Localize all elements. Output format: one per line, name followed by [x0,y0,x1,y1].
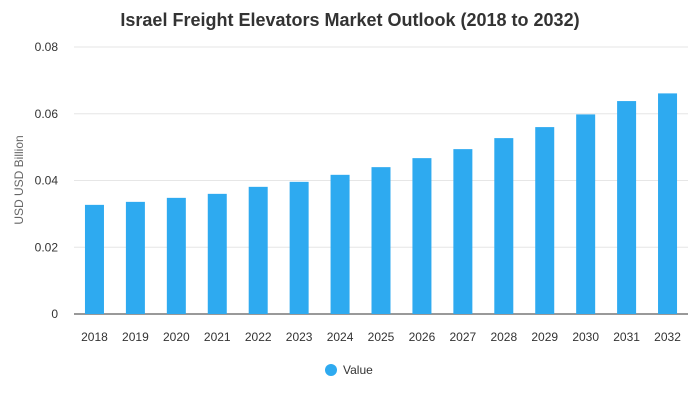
x-tick-label: 2028 [490,330,517,344]
x-tick-label: 2020 [163,330,190,344]
legend[interactable]: Value [325,363,373,377]
x-tick-label: 2032 [654,330,681,344]
bar-2025[interactable] [371,167,391,314]
bar-2021[interactable] [207,193,227,314]
bar-2029[interactable] [535,127,555,314]
x-tick-label: 2022 [245,330,272,344]
x-tick-label: 2031 [613,330,640,344]
bar-2020[interactable] [166,197,186,314]
x-tick-label: 2027 [450,330,477,344]
x-tick-label: 2026 [409,330,436,344]
x-tick-label: 2023 [286,330,313,344]
y-axis-ticks: 0 0.02 0.04 0.06 0.08 [35,40,59,321]
legend-label: Value [343,363,373,377]
bar-2022[interactable] [248,186,268,314]
bar-2028[interactable] [494,138,514,314]
x-axis-ticks: 2018 2019 2020 2021 2022 2023 2024 2025 2026 2027… [81,330,681,344]
y-axis-title: USD USD Billion [12,135,26,224]
x-tick-label: 2025 [368,330,395,344]
x-tick-label: 2021 [204,330,231,344]
bar-2019[interactable] [125,201,145,314]
x-tick-label: 2030 [572,330,599,344]
bar-series [84,93,678,314]
x-tick-label: 2019 [122,330,149,344]
legend-marker [325,364,337,376]
y-tick-label: 0.02 [35,240,59,254]
bar-2024[interactable] [330,174,350,314]
y-tick-label: 0 [51,307,58,321]
bar-2027[interactable] [453,149,473,314]
x-tick-label: 2018 [81,330,108,344]
bar-2030[interactable] [576,114,596,314]
bar-2023[interactable] [289,181,309,314]
x-tick-label: 2029 [531,330,558,344]
x-tick-label: 2024 [327,330,354,344]
bar-2018[interactable] [84,204,104,314]
chart-title: Israel Freight Elevators Market Outlook … [120,10,579,30]
y-tick-label: 0.04 [35,174,59,188]
y-tick-label: 0.08 [35,40,59,54]
y-tick-label: 0.06 [35,107,59,121]
bar-2031[interactable] [617,101,637,314]
bar-2026[interactable] [412,158,432,314]
bar-2032[interactable] [658,93,678,314]
